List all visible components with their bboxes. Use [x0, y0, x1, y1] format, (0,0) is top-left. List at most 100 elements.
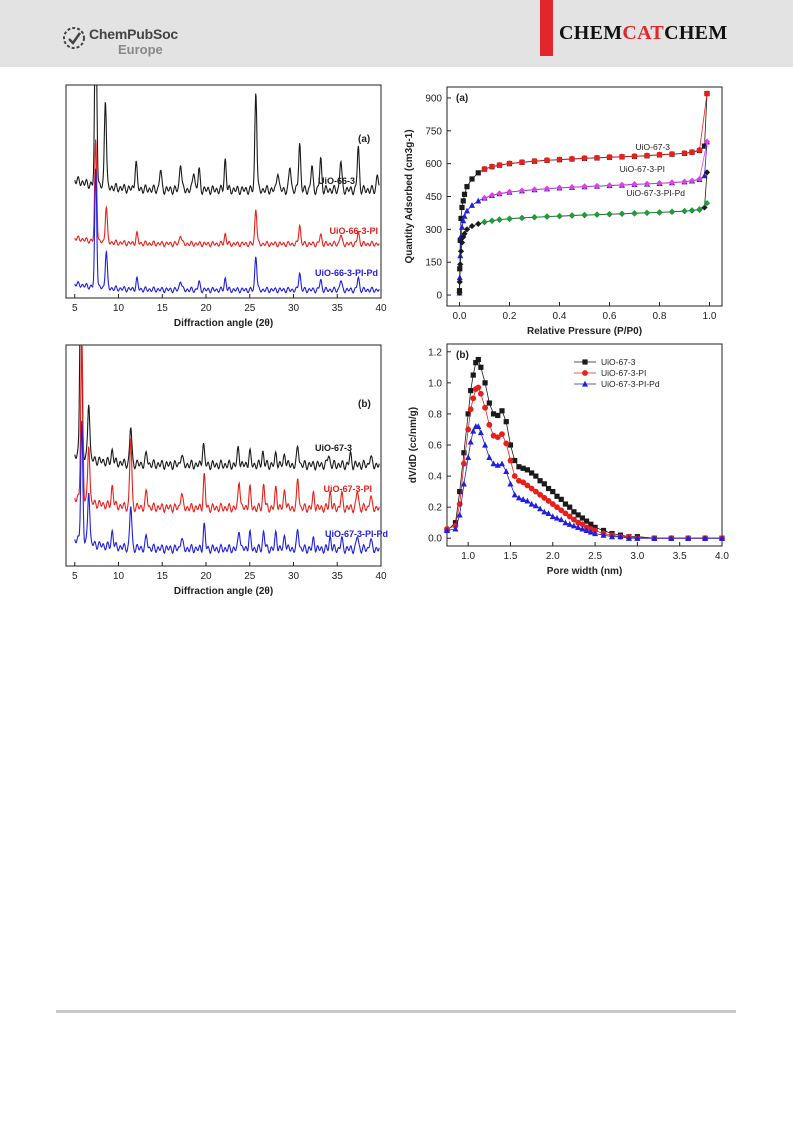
x-tick-label: 15	[157, 303, 169, 314]
series-line	[74, 345, 380, 514]
data-point	[533, 473, 539, 479]
journal-accent-bar	[540, 0, 553, 56]
data-point	[482, 404, 488, 411]
y-tick-label: 0	[436, 291, 442, 302]
data-point	[556, 212, 563, 220]
data-point	[681, 178, 688, 185]
data-point	[531, 186, 538, 193]
journal-title-part-1: CHEM	[559, 22, 623, 44]
data-point	[512, 457, 518, 464]
data-point	[625, 535, 632, 541]
data-point	[575, 524, 582, 530]
data-point	[588, 521, 594, 527]
series-line	[74, 420, 380, 555]
data-point	[669, 151, 675, 157]
data-point	[481, 166, 488, 172]
data-point	[696, 175, 703, 183]
x-tick-label: 10	[113, 571, 125, 582]
data-point	[531, 213, 538, 221]
data-point	[507, 480, 514, 487]
data-point	[701, 172, 708, 179]
data-point	[703, 169, 711, 176]
x-axis-label: Relative Pressure (P/P0)	[527, 326, 642, 337]
data-point	[688, 207, 696, 214]
data-point	[537, 505, 544, 512]
footer-divider	[56, 1010, 736, 1013]
data-point	[568, 183, 576, 191]
x-tick-label: 1.0	[703, 311, 717, 322]
data-point	[470, 395, 477, 402]
data-point	[631, 210, 638, 217]
data-point	[494, 434, 501, 441]
data-point	[496, 162, 503, 168]
data-point	[457, 261, 464, 268]
data-point	[582, 380, 588, 387]
x-tick-label: 25	[244, 571, 256, 582]
data-point	[554, 504, 560, 511]
data-point	[494, 462, 501, 468]
data-point	[619, 153, 625, 160]
data-point	[482, 441, 489, 448]
panel-label: (a)	[358, 134, 370, 145]
plot-frame	[65, 84, 382, 299]
x-tick-label: 20	[200, 571, 212, 582]
panel-label: (b)	[456, 350, 469, 361]
data-point	[600, 531, 607, 538]
data-point	[467, 406, 474, 413]
data-point	[499, 431, 505, 438]
data-point	[668, 179, 676, 186]
data-point	[556, 184, 563, 191]
data-point	[459, 204, 465, 211]
data-point	[515, 494, 522, 501]
y-tick-label: 900	[425, 93, 442, 104]
series-line	[74, 85, 380, 196]
data-point	[506, 188, 513, 196]
x-tick-label: 1.5	[504, 551, 518, 562]
series-line	[74, 168, 380, 294]
data-point	[532, 502, 539, 509]
x-tick-label: 0.8	[653, 311, 667, 322]
x-tick-label: 0.0	[453, 311, 467, 322]
data-point	[460, 480, 467, 487]
x-tick-label: 30	[288, 571, 300, 582]
data-point	[478, 364, 484, 370]
data-point	[703, 138, 711, 145]
data-point	[524, 482, 531, 489]
data-point	[606, 210, 613, 218]
x-tick-label: 1.0	[461, 551, 475, 562]
data-point	[618, 181, 626, 188]
data-point	[470, 372, 476, 378]
data-point	[541, 481, 547, 487]
x-tick-label: 0.2	[503, 311, 517, 322]
series-label: UiO-67-3-PI-Pd	[325, 529, 388, 539]
data-point	[481, 218, 488, 226]
y-tick-label: 1.0	[428, 378, 442, 389]
data-point	[656, 180, 663, 187]
data-point	[570, 522, 577, 529]
data-point	[558, 516, 565, 523]
data-point	[464, 184, 470, 190]
data-point	[495, 412, 501, 419]
data-point	[566, 521, 573, 527]
data-point	[520, 465, 526, 471]
data-point	[477, 390, 484, 397]
data-point	[506, 160, 513, 167]
data-point	[541, 508, 548, 515]
data-point	[618, 210, 626, 217]
data-point	[518, 214, 526, 221]
x-axis-label: Diffraction angle (2θ)	[174, 318, 273, 329]
data-point	[685, 535, 692, 541]
data-point	[520, 496, 527, 502]
x-tick-label: 2.0	[546, 551, 560, 562]
series-label: UiO-66-3	[318, 176, 355, 186]
data-point	[490, 460, 497, 467]
panel-label: (b)	[358, 399, 371, 410]
x-tick-label: 40	[375, 571, 387, 582]
data-point	[524, 467, 530, 473]
x-axis-label: Diffraction angle (2θ)	[174, 586, 273, 597]
data-point	[486, 454, 493, 461]
data-point	[496, 190, 503, 197]
data-point	[643, 209, 651, 216]
data-point	[475, 384, 482, 391]
